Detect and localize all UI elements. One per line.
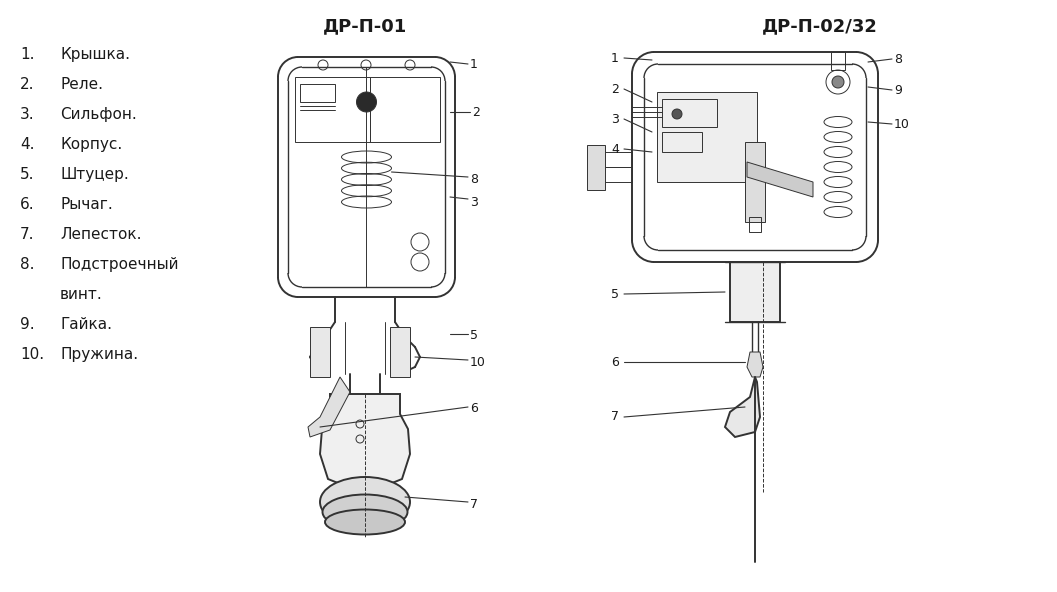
Text: 7.: 7. [20, 227, 35, 242]
Circle shape [672, 109, 682, 119]
Text: Пружина.: Пружина. [60, 347, 138, 362]
Text: 9.: 9. [20, 317, 35, 332]
Bar [300, 84, 335, 102]
Text: 7: 7 [611, 410, 619, 423]
Text: 1: 1 [470, 57, 478, 70]
Polygon shape [320, 394, 410, 494]
Bar [370, 77, 440, 142]
Text: 7: 7 [470, 497, 478, 510]
Text: 3: 3 [611, 112, 619, 126]
Text: 6.: 6. [20, 197, 35, 212]
Text: Рычаг.: Рычаг. [60, 197, 113, 212]
Text: 10: 10 [894, 117, 910, 130]
Bar [587, 145, 605, 190]
Text: Корпус.: Корпус. [60, 137, 123, 152]
Text: 8: 8 [894, 53, 902, 66]
Bar [602, 167, 632, 182]
Polygon shape [308, 377, 350, 437]
Bar [745, 142, 765, 222]
Bar [749, 217, 761, 232]
Text: 5: 5 [611, 288, 619, 301]
Bar [662, 99, 717, 127]
Text: 6: 6 [611, 356, 619, 368]
Text: 2: 2 [472, 105, 480, 118]
Polygon shape [725, 377, 760, 437]
Bar [602, 152, 632, 167]
Bar [662, 132, 702, 152]
Text: Лепесток.: Лепесток. [60, 227, 142, 242]
Text: 5.: 5. [20, 167, 35, 182]
Polygon shape [747, 352, 763, 377]
Text: Крышка.: Крышка. [60, 47, 130, 62]
Text: 6: 6 [470, 403, 478, 416]
Bar [310, 327, 330, 377]
Text: 10: 10 [470, 356, 486, 368]
Text: винт.: винт. [60, 287, 103, 302]
Ellipse shape [324, 510, 405, 535]
Text: 2: 2 [611, 82, 619, 95]
Text: Сильфон.: Сильфон. [60, 107, 136, 122]
Circle shape [356, 92, 376, 112]
Bar [390, 327, 410, 377]
Ellipse shape [320, 477, 410, 527]
Text: Реле.: Реле. [60, 77, 103, 92]
Text: Подстроечный: Подстроечный [60, 257, 179, 272]
Circle shape [832, 76, 843, 88]
Text: 10.: 10. [20, 347, 44, 362]
Polygon shape [747, 162, 813, 197]
Text: ДР-П-01: ДР-П-01 [322, 17, 407, 35]
Text: ДР-П-02/32: ДР-П-02/32 [762, 17, 878, 35]
Text: 3.: 3. [20, 107, 35, 122]
Bar [657, 92, 757, 182]
Text: 9: 9 [894, 83, 902, 96]
Bar [831, 52, 845, 70]
Text: 4.: 4. [20, 137, 35, 152]
Text: 2.: 2. [20, 77, 35, 92]
Ellipse shape [322, 494, 408, 529]
Bar [730, 262, 780, 322]
Text: Гайка.: Гайка. [60, 317, 112, 332]
Text: Штуцер.: Штуцер. [60, 167, 129, 182]
Text: 8.: 8. [20, 257, 35, 272]
Text: 1: 1 [611, 52, 619, 65]
Text: 8: 8 [470, 172, 478, 185]
Text: 5: 5 [470, 329, 478, 342]
Text: 3: 3 [470, 195, 478, 208]
Text: 4: 4 [611, 143, 619, 156]
Bar [295, 77, 370, 142]
Text: 1.: 1. [20, 47, 35, 62]
